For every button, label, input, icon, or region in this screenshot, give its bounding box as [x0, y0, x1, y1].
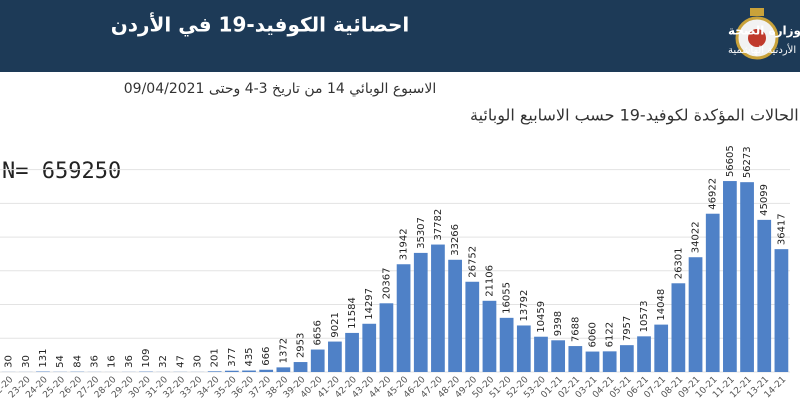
header-title: احصائية الكوفيد-19 في الأردن: [111, 12, 410, 38]
bar: [465, 281, 480, 372]
bar: [568, 346, 583, 372]
bar: [585, 351, 600, 372]
value-label: 7688: [570, 317, 581, 342]
value-label: 37782: [433, 209, 444, 241]
value-label: 35307: [416, 217, 427, 249]
bar: [482, 300, 497, 372]
bar: [499, 317, 514, 372]
value-label: 36417: [776, 213, 787, 245]
chart-subtitle: الاسبوع الوبائي 14 من تاريخ 3-4 وحتى 09/…: [124, 81, 436, 97]
value-label: 1372: [278, 338, 289, 363]
bar: [740, 182, 754, 372]
value-label: 36: [89, 355, 100, 368]
bar: [448, 259, 462, 372]
value-label: 46922: [708, 178, 719, 210]
value-label: 7957: [622, 316, 633, 341]
bar: [671, 283, 686, 372]
bar: [379, 303, 394, 372]
value-label: 30: [21, 355, 32, 368]
value-label: 32: [158, 355, 169, 368]
value-label: 20367: [381, 267, 392, 299]
value-label: 11584: [347, 297, 358, 329]
value-label: 16055: [502, 282, 513, 314]
bar: [224, 370, 239, 372]
bar: [757, 219, 772, 372]
value-label: 26301: [673, 247, 684, 279]
bar: [396, 264, 411, 372]
header-bar: [0, 0, 800, 72]
value-label: 26752: [467, 246, 478, 278]
kingdom-name: المملكة الأردنية الهاشمية: [728, 43, 800, 56]
logo: [735, 8, 779, 60]
bar: [259, 369, 274, 372]
value-label: 84: [72, 355, 83, 368]
value-label: 33266: [450, 224, 461, 256]
bar: [534, 336, 548, 372]
value-label: 31942: [399, 228, 410, 260]
value-label: 6060: [588, 322, 599, 347]
value-label: 10459: [536, 301, 547, 333]
chart-title: توزيع الحالات المؤكدة لكوفيد-19 حسب الاس…: [470, 106, 800, 126]
value-label: 34022: [691, 221, 702, 253]
value-label: 21106: [484, 265, 495, 297]
value-label: 9398: [553, 311, 564, 336]
value-label: 14048: [656, 289, 667, 321]
bar: [242, 370, 256, 372]
bar: [516, 325, 531, 372]
value-label: 666: [261, 347, 272, 366]
value-label: 6122: [605, 322, 616, 347]
value-label: 2953: [296, 333, 307, 358]
value-label: 54: [55, 355, 66, 368]
value-label: 201: [210, 348, 221, 367]
bar: [637, 336, 651, 372]
value-label: 377: [227, 348, 238, 367]
bar: [688, 257, 703, 372]
value-label: 14297: [364, 288, 375, 320]
bar: [293, 362, 308, 372]
value-label: 56273: [742, 146, 753, 178]
value-label: 56605: [725, 145, 736, 177]
value-label: 16: [107, 355, 118, 368]
value-label: 47: [175, 355, 186, 368]
value-label: 109: [141, 349, 152, 368]
bar: [619, 345, 634, 372]
bar: [774, 249, 789, 372]
bar: [551, 340, 566, 372]
bar: [431, 244, 445, 372]
value-label: 6656: [313, 320, 324, 345]
value-label: 10573: [639, 301, 650, 333]
total-annotation: N= 659250: [2, 159, 121, 184]
bar: [328, 341, 342, 372]
bar: [413, 252, 428, 372]
bar: [310, 349, 325, 372]
bar: [276, 367, 291, 372]
value-label: 45099: [759, 184, 770, 216]
bar: [602, 351, 617, 372]
value-label: 30: [193, 355, 204, 368]
bar: [362, 323, 377, 372]
value-label: 131: [38, 348, 49, 367]
bar: [723, 181, 737, 372]
bar: [705, 213, 720, 372]
value-label: 30: [4, 355, 15, 368]
value-label: 9021: [330, 312, 341, 337]
value-label: 36: [124, 355, 135, 368]
value-label: 13792: [519, 290, 530, 322]
ministry-name: وزارة الصحة: [728, 24, 800, 39]
bar: [654, 324, 669, 372]
bar: [207, 371, 222, 372]
bar: [345, 332, 359, 372]
value-label: 435: [244, 347, 255, 366]
